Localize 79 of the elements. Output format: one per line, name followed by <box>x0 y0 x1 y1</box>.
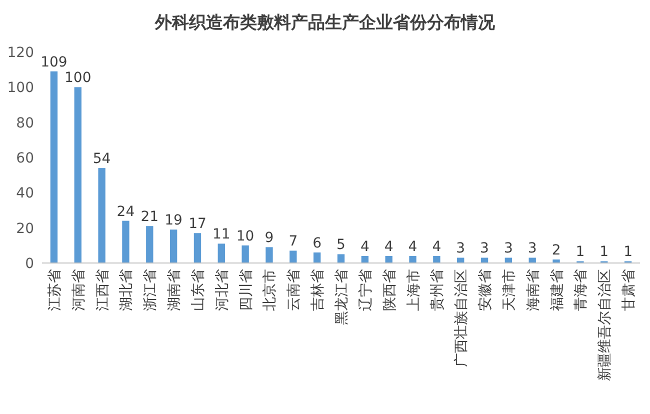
x-tick-label: 安徽省 <box>478 269 494 311</box>
data-label: 1 <box>576 244 585 260</box>
bar <box>98 168 106 263</box>
x-tick-label: 黑龙江省 <box>334 269 350 325</box>
data-label: 1 <box>624 244 632 260</box>
x-tick-label: 河北省 <box>214 269 230 311</box>
x-tick-label: 浙江省 <box>142 269 159 311</box>
x-tick-label: 陕西省 <box>382 269 398 311</box>
y-tick-label: 40 <box>16 186 34 202</box>
data-label: 10 <box>236 228 254 244</box>
data-label: 3 <box>456 240 466 257</box>
x-tick-label: 上海市 <box>406 269 422 311</box>
data-label: 21 <box>140 209 159 226</box>
chart-title: 外科织造布类敷料产品生产企业省份分布情况 <box>154 13 496 33</box>
data-label: 3 <box>480 240 489 257</box>
x-tick-label: 北京市 <box>262 269 278 311</box>
bar <box>218 244 225 263</box>
bar <box>361 256 369 263</box>
data-label: 4 <box>432 238 442 255</box>
bar <box>194 233 202 263</box>
x-tick-label: 云南省 <box>286 269 302 311</box>
bar <box>528 258 536 263</box>
data-label: 3 <box>504 240 513 257</box>
y-tick-label: 0 <box>25 256 34 272</box>
x-tick-label: 四川省 <box>238 269 254 311</box>
bar <box>146 226 154 263</box>
data-label: 1 <box>600 244 609 260</box>
x-tick-label: 新疆维吾尔自治区 <box>597 269 614 381</box>
data-label: 4 <box>384 238 394 255</box>
bar <box>337 254 345 263</box>
y-tick-label: 60 <box>16 150 34 166</box>
x-tick-label: 山东省 <box>190 269 206 311</box>
x-tick-label: 贵州省 <box>430 269 446 311</box>
x-tick-label: 吉林省 <box>310 269 326 311</box>
bar <box>266 247 273 263</box>
bar <box>433 256 440 263</box>
bar <box>74 87 82 263</box>
x-tick-label: 江西省 <box>94 269 111 311</box>
data-label: 5 <box>336 237 346 254</box>
data-label: 2 <box>552 242 561 258</box>
x-tick-label: 福建省 <box>549 269 566 311</box>
data-label: 54 <box>92 151 111 168</box>
x-tick-label: 广西壮族自治区 <box>454 269 470 367</box>
data-label: 24 <box>116 204 135 220</box>
bar <box>313 252 321 263</box>
data-label: 7 <box>288 234 298 250</box>
x-tick-label: 甘肃省 <box>621 269 638 311</box>
x-tick-label: 湖南省 <box>166 269 183 311</box>
data-label: 11 <box>212 226 230 243</box>
data-label: 109 <box>40 54 68 70</box>
data-label: 4 <box>360 238 370 255</box>
data-label: 100 <box>64 70 92 86</box>
bar <box>50 71 58 263</box>
data-label: 19 <box>164 212 182 229</box>
data-label: 17 <box>188 216 206 232</box>
bar <box>122 220 130 263</box>
bar <box>385 256 392 263</box>
data-label: 9 <box>264 230 274 246</box>
data-label: 4 <box>408 238 418 255</box>
y-tick-label: 100 <box>7 80 34 96</box>
x-tick-label: 河南省 <box>70 269 87 311</box>
data-label: 3 <box>528 240 537 257</box>
x-tick-label: 海南省 <box>525 269 542 311</box>
bar <box>170 230 178 263</box>
x-tick-label: 辽宁省 <box>358 269 374 311</box>
x-tick-label: 青海省 <box>573 269 590 311</box>
bar <box>480 258 488 263</box>
bar <box>504 258 512 263</box>
x-tick-label: 江苏省 <box>46 269 63 311</box>
bar <box>290 250 297 263</box>
bar <box>457 258 464 263</box>
bar <box>242 245 249 263</box>
y-tick-label: 120 <box>7 45 34 61</box>
bar <box>409 256 416 263</box>
y-tick-label: 80 <box>16 115 34 132</box>
y-tick-label: 20 <box>16 220 34 237</box>
x-tick-label: 湖北省 <box>118 269 135 311</box>
data-label: 6 <box>312 235 322 252</box>
x-tick-label: 天津市 <box>501 269 518 311</box>
